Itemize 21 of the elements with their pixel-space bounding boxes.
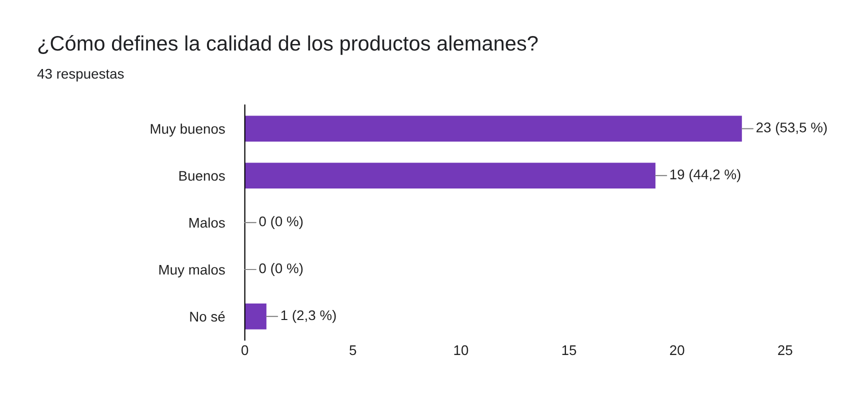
data-label: 1 (2,3 %) (281, 310, 336, 323)
y-tick-label: Muy buenos (150, 124, 225, 137)
y-tick-label: Muy malos (159, 264, 225, 278)
text: 43 respuestas (37, 68, 124, 82)
x-tick-label: 25 (778, 345, 792, 356)
y-tick-label: No sé (190, 311, 225, 322)
y-tick-label: Buenos (179, 171, 225, 181)
x-tick-label: 15 (562, 345, 576, 356)
data-label: 23 (53,5 %) (756, 122, 827, 136)
data-label: 0 (0 %) (259, 216, 303, 230)
chart-title: ¿Cómo defines la calidad de los productos alemanes? (38, 35, 538, 55)
bar (244, 116, 742, 142)
data-label: 0 (0 %) (259, 263, 303, 276)
bar (244, 304, 266, 330)
x-tick-label: 0 (241, 345, 248, 356)
bar (244, 162, 656, 189)
y-tick-label: Malos (189, 218, 225, 228)
x-tick-label: 5 (350, 345, 356, 356)
x-tick-label: 10 (454, 345, 468, 356)
data-label: 19 (44,2 %) (670, 169, 740, 182)
x-tick-label: 20 (670, 345, 684, 356)
